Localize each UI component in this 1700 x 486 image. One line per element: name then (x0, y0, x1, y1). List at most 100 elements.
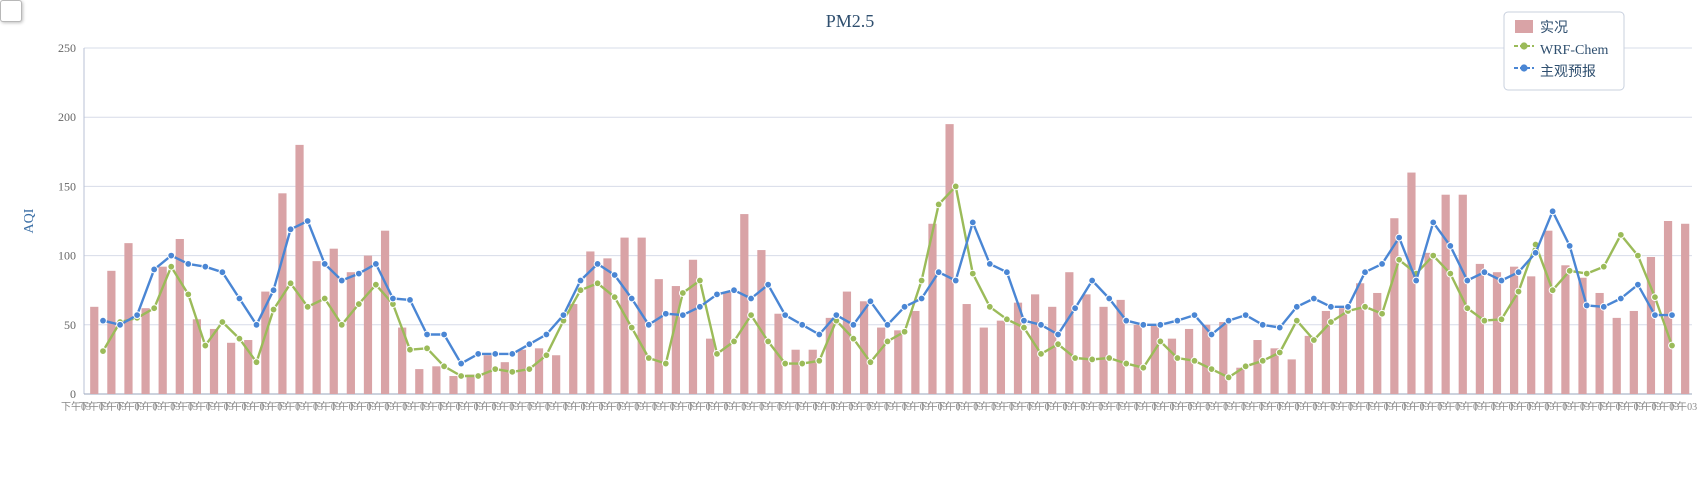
bar (1338, 308, 1348, 394)
line-point (1054, 330, 1062, 339)
x-tick-label: 下午03 (168, 400, 198, 413)
line-point (167, 251, 176, 260)
bar (398, 327, 407, 394)
bar (928, 223, 937, 394)
line-point (440, 330, 448, 339)
x-tick-label: 下午03 (1507, 400, 1537, 413)
bar (1578, 277, 1587, 394)
bar (1082, 294, 1091, 394)
bar (1253, 340, 1262, 394)
x-tick-label: 下午03 (650, 400, 680, 413)
bar (1013, 302, 1023, 394)
legend-label-forecast[interactable]: 主观预报 (1540, 64, 1596, 80)
line-point (1514, 287, 1523, 296)
line-point (1071, 304, 1079, 313)
bar (586, 251, 595, 394)
x-tick-label: 下午03 (525, 400, 555, 413)
line-point (389, 294, 397, 303)
legend-marker (1520, 64, 1528, 72)
line-point (1002, 315, 1011, 324)
line-point (849, 320, 858, 329)
x-tick-label: 下午03 (971, 400, 1001, 413)
bar-series (90, 124, 1690, 395)
line-point (1429, 251, 1438, 260)
bar (1184, 328, 1194, 394)
bar (107, 270, 116, 394)
line-point (627, 294, 636, 303)
line-point (1224, 373, 1233, 382)
line-point (1275, 348, 1284, 357)
line-point (1002, 268, 1011, 277)
line-point (815, 330, 824, 339)
bar (1304, 335, 1313, 394)
line-point (1105, 354, 1114, 362)
bar (1544, 230, 1553, 394)
x-tick-label: 下午03 (1043, 400, 1073, 413)
line-point (713, 290, 721, 299)
grid-lines (84, 47, 1692, 326)
line-point (542, 330, 551, 339)
line-point (1463, 276, 1472, 285)
bar (1629, 310, 1638, 394)
x-tick-label: 下午03 (1275, 400, 1305, 413)
line-point (1531, 248, 1540, 257)
bar (859, 301, 869, 394)
line-point (627, 323, 636, 332)
legend-swatch-wrf[interactable] (1514, 42, 1534, 50)
x-tick-label: 下午03 (703, 400, 733, 413)
x-tick-label: 下午03 (1203, 400, 1233, 413)
line-point (1207, 365, 1216, 373)
line-point (252, 358, 261, 367)
line-point (1156, 320, 1165, 329)
x-tick-label: 下午03 (1060, 400, 1090, 413)
line-point (1480, 316, 1489, 325)
bar (569, 304, 578, 394)
line-point (1514, 268, 1523, 277)
x-tick-label: 下午03 (115, 400, 145, 413)
bar (1663, 221, 1673, 394)
line-point (832, 311, 841, 320)
line-point (406, 295, 414, 304)
x-tick-label: 下午03 (1471, 400, 1501, 413)
x-tick-label: 下午03 (97, 400, 127, 413)
bar (209, 328, 219, 394)
x-tick-label: 下午03 (686, 400, 716, 413)
bar (483, 355, 492, 394)
line-point (1395, 255, 1404, 264)
bar (654, 279, 663, 394)
line-point (1020, 323, 1028, 332)
bar (1048, 306, 1057, 394)
line-point (781, 359, 790, 368)
bar (1202, 324, 1211, 394)
line-point (661, 359, 670, 368)
line-point (1395, 233, 1404, 242)
x-tick-label: 下午03 (1239, 400, 1269, 413)
legend-label-wrf[interactable]: WRF-Chem (1540, 43, 1609, 58)
x-tick-label: 下午03 (668, 400, 698, 413)
x-tick-label: 下午03 (489, 400, 519, 413)
legend-label-observed[interactable]: 实况 (1540, 20, 1568, 36)
bar (842, 291, 852, 394)
line-point (133, 311, 142, 320)
bar (1099, 306, 1108, 394)
line-point (1207, 330, 1216, 339)
line-point (440, 362, 448, 371)
corner-toggle-box[interactable] (0, 0, 22, 22)
line-point (1139, 363, 1148, 372)
legend-swatch-forecast[interactable] (1514, 64, 1534, 72)
line-point (593, 279, 602, 288)
line-point (1548, 207, 1557, 216)
y-tick-label: 0 (70, 387, 76, 401)
y-tick-label: 200 (58, 110, 76, 124)
y-tick-label: 250 (58, 41, 76, 55)
x-tick-label: 下午03 (721, 400, 751, 413)
bar (671, 286, 680, 394)
bar (740, 214, 749, 394)
x-tick-label: 下午03 (953, 400, 983, 413)
bar (363, 255, 373, 394)
line-point (508, 367, 517, 376)
x-tick-label: 下午03 (989, 400, 1019, 413)
line-point (491, 365, 500, 373)
legend-swatch-bar[interactable] (1515, 20, 1533, 33)
x-tick-label: 下午03 (1560, 400, 1590, 413)
